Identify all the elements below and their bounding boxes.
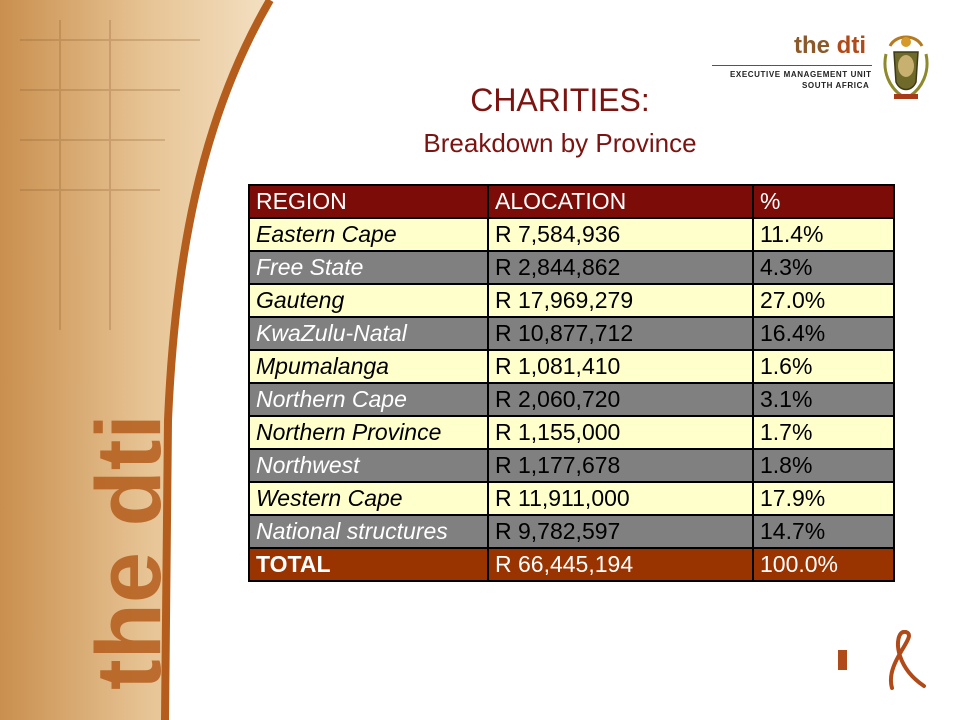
percent-cell: 16.4% — [752, 316, 895, 351]
allocation-cell: R 9,782,597 — [487, 514, 754, 549]
percent-cell: 4.3% — [752, 250, 895, 285]
logo-unit-name: EXECUTIVE MANAGEMENT UNIT — [730, 70, 872, 79]
table-row: Western Cape R 11,911,000 17.9% — [248, 481, 895, 516]
allocation-cell: R 7,584,936 — [487, 217, 754, 252]
percent-cell: 1.8% — [752, 448, 895, 483]
header-allocation: ALOCATION — [487, 184, 754, 219]
header-percent: % — [752, 184, 895, 219]
table-row: Free State R 2,844,862 4.3% — [248, 250, 895, 285]
region-cell: Northwest — [248, 448, 489, 483]
percent-cell: 17.9% — [752, 481, 895, 516]
allocation-cell: R 11,911,000 — [487, 481, 754, 516]
table-row: National structures R 9,782,597 14.7% — [248, 514, 895, 549]
region-cell: Eastern Cape — [248, 217, 489, 252]
logo-country: SOUTH AFRICA — [802, 81, 870, 90]
slide-subtitle: Breakdown by Province — [423, 128, 697, 158]
slide-title: CHARITIES: — [470, 82, 650, 118]
table-row: Gauteng R 17,969,279 27.0% — [248, 283, 895, 318]
percent-cell: 1.6% — [752, 349, 895, 384]
region-cell: Mpumalanga — [248, 349, 489, 384]
logo-the: the — [794, 32, 837, 59]
logo-wordmark: the dti — [794, 32, 866, 60]
allocation-cell: R 2,060,720 — [487, 382, 754, 417]
table-total-row: TOTAL R 66,445,194 100.0% — [248, 547, 895, 582]
region-cell: KwaZulu-Natal — [248, 316, 489, 351]
table-row: Northwest R 1,177,678 1.8% — [248, 448, 895, 483]
allocation-cell: R 1,081,410 — [487, 349, 754, 384]
decorative-side-band: the dti — [0, 0, 274, 720]
percent-cell: 27.0% — [752, 283, 895, 318]
province-allocation-table: REGION ALOCATION % Eastern Cape R 7,584,9… — [248, 184, 895, 582]
allocation-cell: R 2,844,862 — [487, 250, 754, 285]
logo-divider — [712, 65, 872, 66]
region-cell: Western Cape — [248, 481, 489, 516]
total-label: TOTAL — [248, 547, 489, 582]
table-header-row: REGION ALOCATION % — [248, 184, 895, 219]
total-percent: 100.0% — [752, 547, 895, 582]
allocation-cell: R 1,177,678 — [487, 448, 754, 483]
side-wordmark: the dti — [78, 414, 180, 690]
dti-logo: the dti EXECUTIVE MANAGEMENT UNIT SOUTH … — [712, 30, 942, 110]
total-allocation: R 66,445,194 — [487, 547, 754, 582]
allocation-cell: R 17,969,279 — [487, 283, 754, 318]
coat-of-arms-icon — [883, 35, 929, 99]
region-cell: Northern Province — [248, 415, 489, 450]
table-row: KwaZulu-Natal R 10,877,712 16.4% — [248, 316, 895, 351]
percent-cell: 11.4% — [752, 217, 895, 252]
table-row: Mpumalanga R 1,081,410 1.6% — [248, 349, 895, 384]
decorative-bar — [838, 650, 847, 670]
ribbon-icon — [889, 630, 926, 690]
table-row: Eastern Cape R 7,584,936 11.4% — [248, 217, 895, 252]
region-cell: National structures — [248, 514, 489, 549]
region-cell: Free State — [248, 250, 489, 285]
percent-cell: 1.7% — [752, 415, 895, 450]
logo-dti: dti — [836, 32, 866, 59]
table-row: Northern Province R 1,155,000 1.7% — [248, 415, 895, 450]
region-cell: Northern Cape — [248, 382, 489, 417]
table-row: Northern Cape R 2,060,720 3.1% — [248, 382, 895, 417]
region-cell: Gauteng — [248, 283, 489, 318]
allocation-cell: R 1,155,000 — [487, 415, 754, 450]
percent-cell: 3.1% — [752, 382, 895, 417]
percent-cell: 14.7% — [752, 514, 895, 549]
header-region: REGION — [248, 184, 489, 219]
allocation-cell: R 10,877,712 — [487, 316, 754, 351]
